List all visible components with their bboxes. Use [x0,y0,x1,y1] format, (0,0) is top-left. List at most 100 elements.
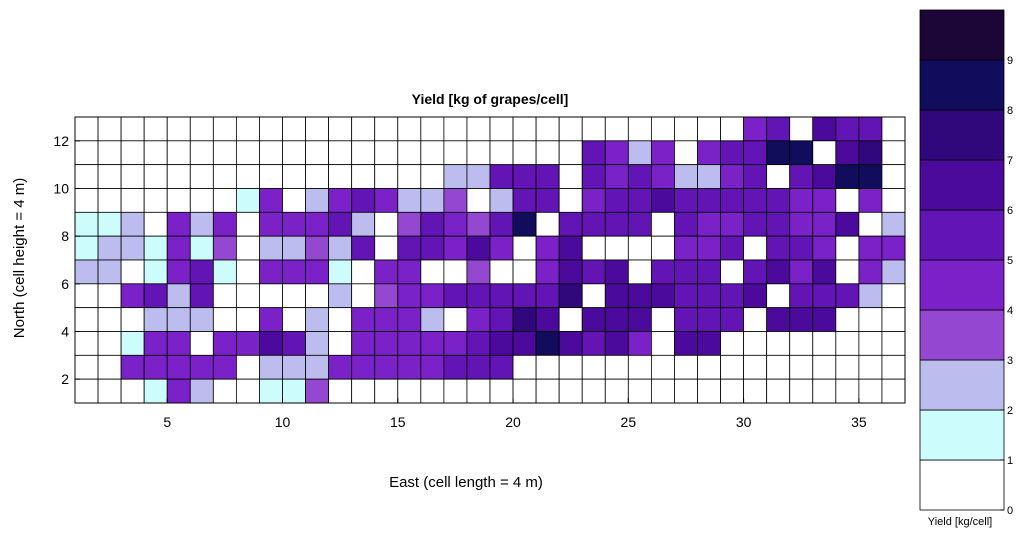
heatmap-cell [812,354,837,380]
heatmap-cell [282,259,306,285]
heatmap-cell [650,259,675,285]
heatmap-cell [97,283,122,309]
heatmap-cell [143,283,168,309]
heatmap-cell [512,211,537,237]
heatmap-cell [627,331,652,356]
heatmap-cell [674,211,698,237]
heatmap-cell [443,235,468,261]
heatmap-cell [305,116,330,142]
heatmap-cell [74,378,99,404]
heatmap-cell [282,307,306,332]
heatmap-cell [743,211,768,237]
heatmap-cell [720,378,745,404]
heatmap-cell [189,140,214,166]
heatmap-cell [351,283,376,309]
heatmap-cell [420,331,445,356]
heatmap-cell [97,307,122,332]
heatmap-cell [489,235,514,261]
colorbar: 0 1 2 3 4 5 6 7 8 9 [919,9,1013,517]
heatmap-cell [166,259,191,285]
heatmap-cell [189,307,214,332]
heatmap-cell [489,259,514,285]
heatmap-cell [650,140,675,166]
heatmap-cell [235,283,260,309]
heatmap-cell [604,354,629,380]
heatmap-cell [789,378,814,404]
heatmap-cell [143,235,168,261]
heatmap-cell [835,140,860,166]
heatmap-cell [789,235,814,261]
heatmap-cell [789,307,814,332]
heatmap-cell [74,283,99,309]
heatmap-cell [489,378,514,404]
y-tick-label: 12 [53,133,69,149]
heatmap-cell [835,116,860,142]
heatmap-cell [489,283,514,309]
heatmap-cell [720,116,745,142]
heatmap-cell [674,188,698,213]
heatmap-cell [97,354,122,380]
heatmap-cell [374,331,399,356]
heatmap-cell [374,259,399,285]
heatmap-cell [627,307,652,332]
heatmap-cell [351,140,376,166]
heatmap-cell [743,259,768,285]
heatmap-cell [674,140,698,166]
heatmap-cell [789,188,814,213]
colorbar-bin [919,209,1005,261]
heatmap-cell [650,378,675,404]
heatmap-cell [212,188,237,213]
heatmap-cell [512,331,537,356]
heatmap-cell [697,259,721,285]
heatmap-cell [835,259,860,285]
heatmap-cell [235,235,260,261]
heatmap-cell [466,140,491,166]
heatmap-cell [535,283,560,309]
heatmap-cell [789,140,814,166]
heatmap-cell [766,354,791,380]
heatmap-cell [97,116,122,142]
heatmap-cell [328,283,353,309]
heatmap-cell [120,235,145,261]
heatmap-cell [720,211,745,237]
heatmap-cell [489,307,514,332]
heatmap-cell [143,307,168,332]
heatmap-cell [466,116,491,142]
heatmap-cell [743,116,768,142]
y-tick-label: 4 [61,324,69,340]
colorbar-bin [919,359,1005,411]
heatmap-cell [166,331,191,356]
heatmap-cell [259,331,283,356]
heatmap-cell [259,283,283,309]
heatmap-cell [235,164,260,189]
heatmap-cell [74,116,99,142]
colorbar-tick-label: 9 [1007,55,1013,67]
heatmap-cell [259,307,283,332]
heatmap-cell [558,188,583,213]
heatmap-cell [650,331,675,356]
heatmap-cell [558,164,583,189]
heatmap-cell [766,235,791,261]
heatmap-cells [74,116,906,404]
heatmap-cell [604,164,629,189]
heatmap-cell [720,164,745,189]
heatmap-cell [282,140,306,166]
heatmap-cell [489,116,514,142]
heatmap-cell [259,116,283,142]
heatmap-cell [812,140,837,166]
heatmap-cell [766,283,791,309]
heatmap-cell [259,211,283,237]
heatmap-cell [305,331,330,356]
heatmap-cell [397,164,422,189]
heatmap-cell [397,354,422,380]
heatmap-cell [189,259,214,285]
heatmap-cell [351,211,376,237]
heatmap-cell [189,164,214,189]
heatmap-cell [858,307,883,332]
heatmap-cell [743,354,768,380]
heatmap-cell [581,283,606,309]
heatmap-cell [235,140,260,166]
x-tick-label: 10 [275,414,291,430]
heatmap-cell [328,354,353,380]
heatmap-cell [881,188,906,213]
